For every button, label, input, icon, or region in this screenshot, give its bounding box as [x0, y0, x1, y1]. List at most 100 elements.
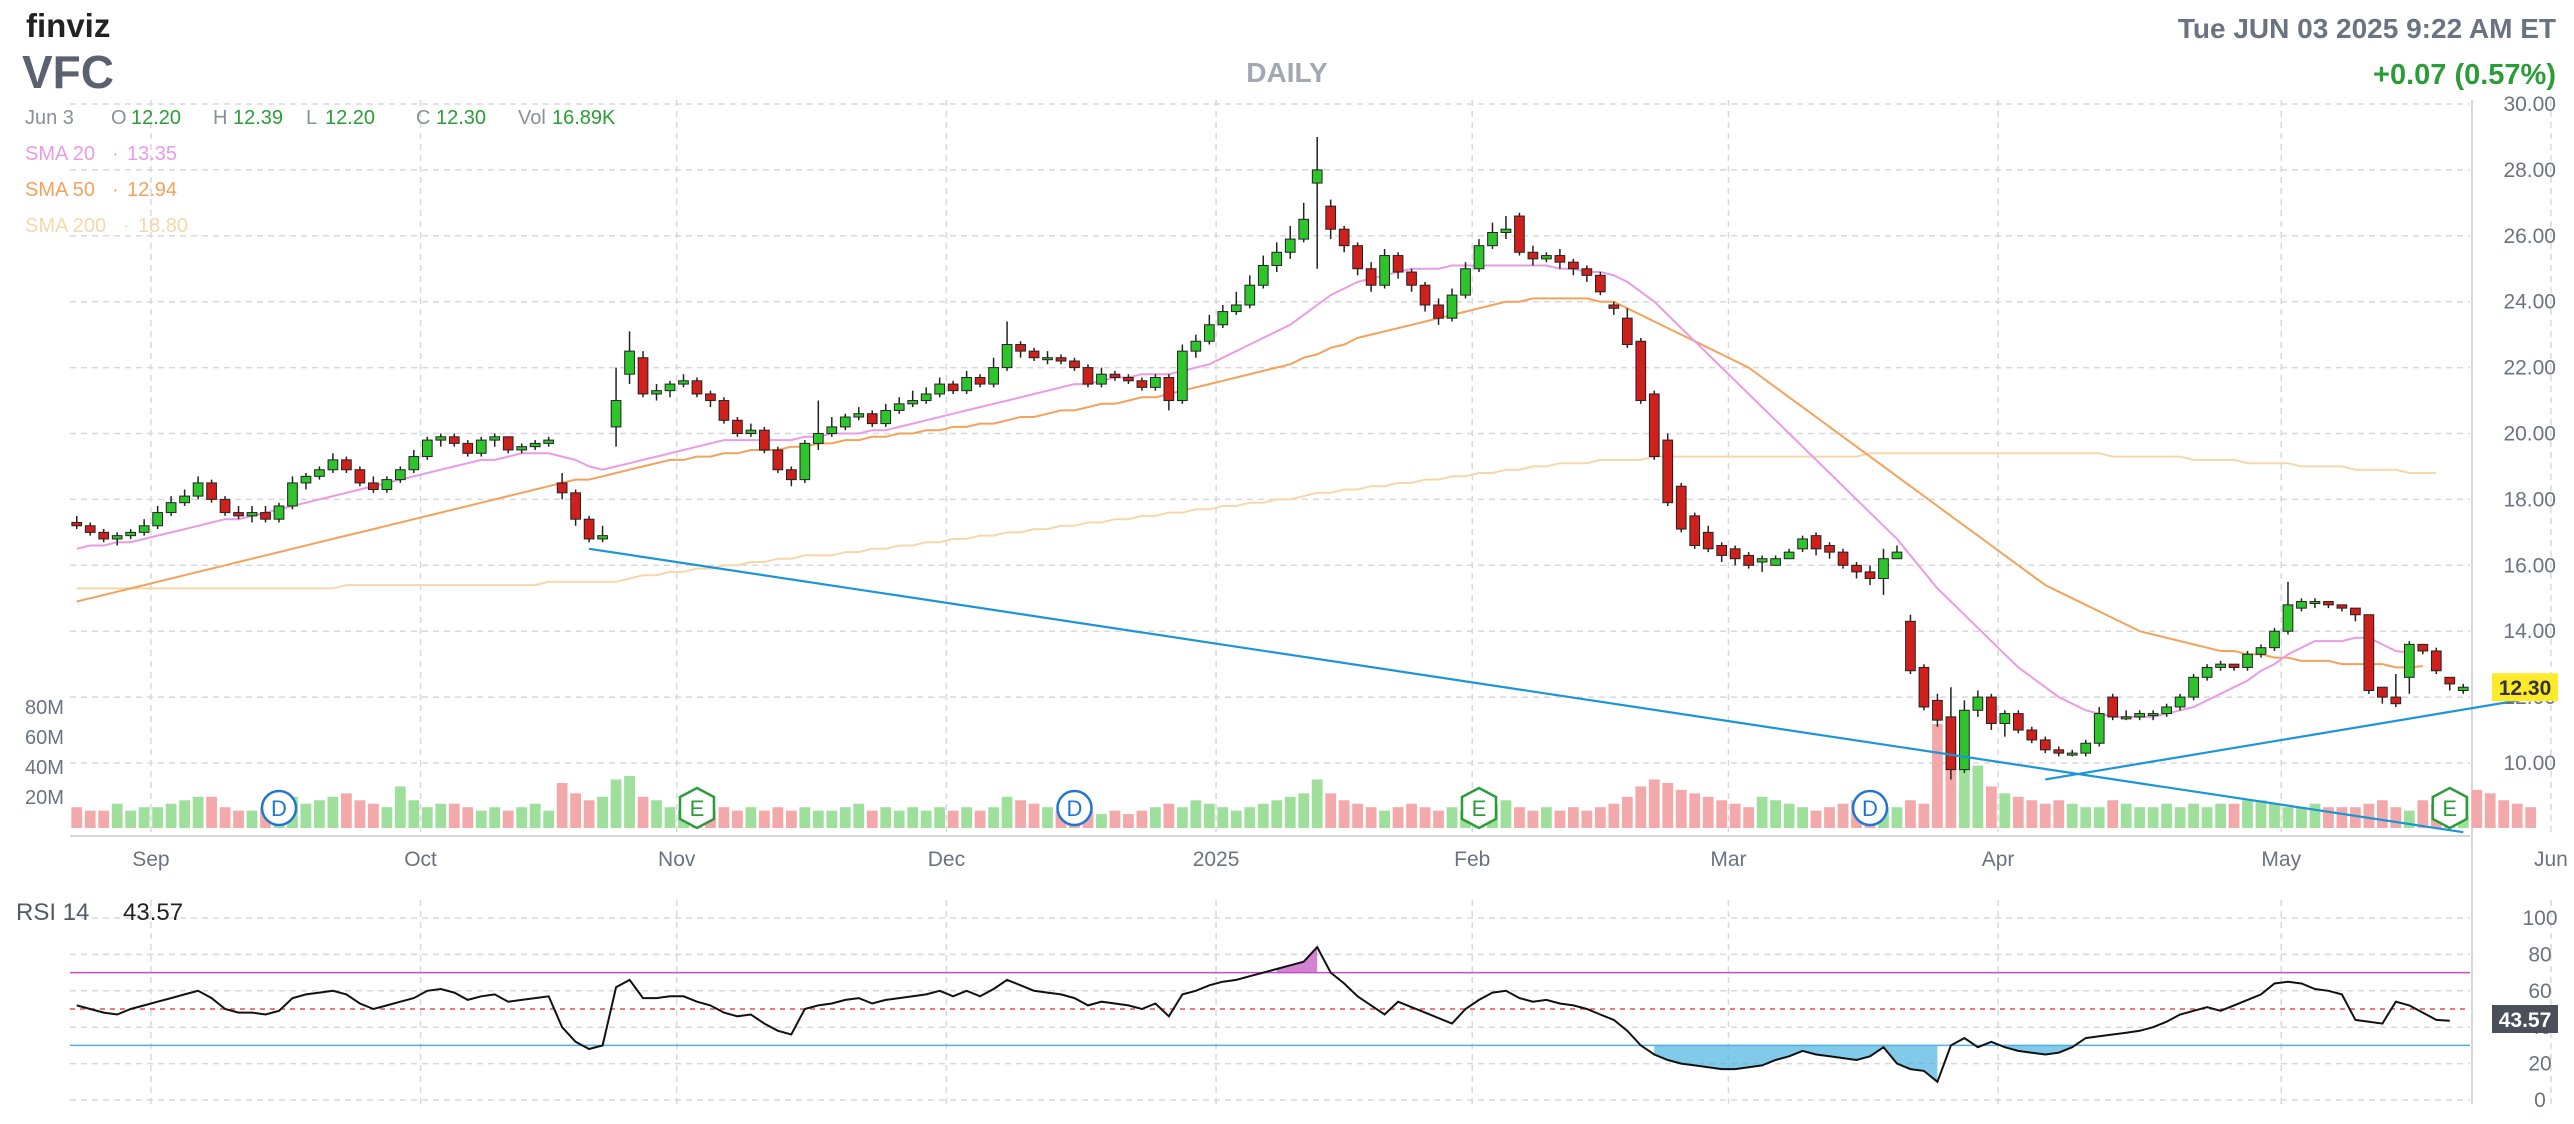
volume-bar	[1662, 782, 1674, 828]
uptrend-line[interactable]	[2045, 692, 2558, 781]
volume-bar	[2215, 803, 2226, 828]
volume-bar	[907, 807, 919, 828]
price-tick-label: 24.00	[2503, 291, 2556, 314]
volume-bar	[1433, 810, 1444, 828]
candle-body	[1891, 551, 1903, 560]
candle-body	[287, 482, 298, 507]
candle-body	[1905, 620, 1916, 672]
candle-body	[1918, 666, 1930, 708]
earnings-badge[interactable]: E	[1460, 786, 1498, 830]
candle-body	[1271, 251, 1283, 266]
trendlines[interactable]	[588, 547, 2558, 834]
downtrend-line[interactable]	[588, 547, 2464, 834]
sma50-value: 12.94	[127, 179, 177, 201]
price-tick-label: 14.00	[2503, 620, 2556, 643]
dividend-badge-label: D	[1067, 796, 1083, 821]
price-tick-label: 18.00	[2503, 488, 2556, 511]
candle-body	[1675, 485, 1687, 530]
earnings-badge-shape	[678, 786, 716, 830]
volume-bar	[1783, 803, 1795, 828]
candle-body	[2066, 752, 2078, 756]
last-price-tag-bg	[2492, 673, 2558, 702]
candle-body	[341, 459, 352, 471]
volume-bar	[1999, 793, 2011, 828]
volume-bar	[2080, 807, 2092, 828]
last-price-tag: 12.30	[2492, 673, 2558, 702]
volume-bar	[529, 803, 541, 828]
high-label: H	[213, 107, 227, 129]
volume-bar	[246, 810, 258, 828]
volume-bar	[381, 807, 393, 828]
dividend-badge[interactable]: D	[260, 789, 298, 827]
candle-body	[1338, 228, 1350, 247]
volume-bar	[947, 810, 959, 828]
earnings-badge[interactable]: E	[678, 786, 716, 830]
candle-body	[1864, 571, 1876, 579]
candle-body	[839, 416, 851, 428]
dividend-badge-circle	[260, 789, 298, 827]
rsi-path	[76, 945, 2450, 1084]
candle-body	[1999, 713, 2011, 724]
candle-body	[718, 400, 730, 421]
volume-bar	[394, 786, 406, 828]
volume-bar	[367, 803, 379, 828]
volume-bar	[84, 810, 96, 828]
volume-bar	[2403, 810, 2415, 828]
volume-bar	[1244, 807, 1256, 828]
rsi-grid	[70, 917, 2470, 1101]
volume-tick-label: 40M	[25, 757, 64, 779]
candle-body	[354, 469, 366, 484]
candle-body	[2188, 676, 2199, 698]
candle-body	[111, 535, 123, 540]
volume-bar	[664, 807, 676, 828]
candle-body	[2377, 686, 2388, 698]
candle-body	[2457, 686, 2469, 692]
dividend-badge[interactable]: D	[1851, 789, 1889, 827]
candle-body	[785, 469, 797, 481]
date-tick-label: Mar	[1710, 848, 1746, 871]
candle-body	[1716, 545, 1728, 556]
candle-body	[1460, 268, 1471, 296]
volume-bar	[475, 810, 487, 828]
candle-body	[516, 446, 528, 451]
rsi-value-tag-text: 43.57	[2499, 1009, 2552, 1032]
volume-bar	[1729, 803, 1741, 828]
candle-body	[1136, 380, 1148, 388]
volume-bar	[1554, 810, 1566, 828]
candle-body	[1756, 558, 1768, 563]
candle-body	[1729, 548, 1741, 560]
finviz-logo[interactable]: finviz	[26, 7, 110, 44]
candle-body	[2336, 604, 2348, 609]
volume-bar	[1594, 807, 1606, 828]
candle-body	[570, 492, 581, 520]
volume-bar	[1136, 810, 1148, 828]
candle-body	[273, 505, 285, 520]
volume-bar	[1109, 810, 1121, 828]
candle-body	[826, 426, 838, 435]
volume-bar	[1689, 793, 1701, 828]
volume-bar	[2350, 807, 2361, 828]
price-tick-label: 26.00	[2503, 225, 2556, 248]
candle-body	[152, 512, 163, 527]
date-tick-label: Apr	[1982, 848, 2015, 871]
earnings-badge[interactable]: E	[2431, 786, 2469, 830]
candle-body	[2039, 739, 2051, 751]
candle-body	[1096, 373, 1107, 385]
last-price-value: 12.30	[2499, 677, 2552, 700]
candle-body	[327, 459, 339, 471]
volume-bar	[637, 796, 649, 828]
volume-bar	[179, 800, 190, 828]
candle-body	[1689, 515, 1701, 547]
candle-body	[1797, 538, 1808, 550]
volume-bar	[1203, 803, 1215, 828]
dividend-badge[interactable]: D	[1056, 789, 1093, 827]
candle-body	[1190, 340, 1202, 352]
volume-bar	[1621, 796, 1633, 828]
volume-bar	[314, 800, 325, 828]
rsi-tick-label: 80	[2528, 943, 2551, 966]
volume-bar	[543, 810, 555, 828]
volume-bar	[2525, 807, 2537, 828]
close-label: C	[416, 107, 430, 129]
